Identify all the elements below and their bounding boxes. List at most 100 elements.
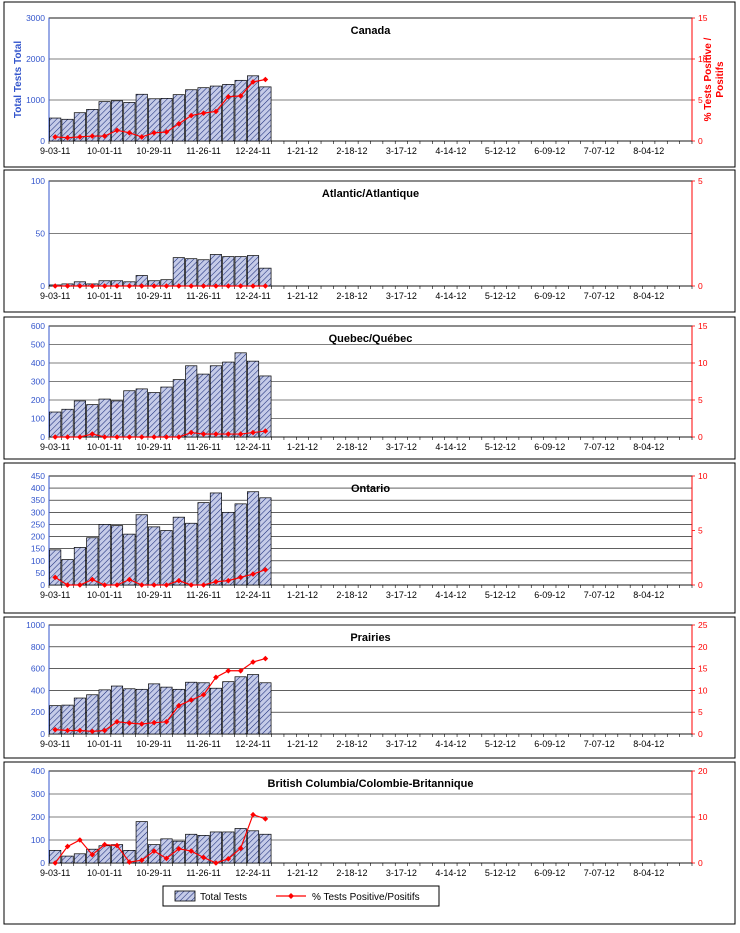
bar-total-tests — [246, 491, 260, 586]
bar-total-tests — [185, 681, 198, 735]
point-percent-positive — [77, 582, 83, 588]
point-percent-positive — [163, 283, 170, 289]
point-percent-positive — [64, 843, 71, 850]
y2-axis-title-line: % Tests Positive / — [703, 37, 714, 121]
point-percent-positive — [250, 283, 256, 289]
bar-total-tests — [172, 94, 185, 142]
y-axis-title: Total Tests Total — [13, 41, 24, 118]
bar-total-tests — [185, 365, 198, 438]
x-tick-label: 4-14-12 — [435, 739, 466, 749]
point-percent-positive — [89, 851, 96, 858]
y-tick-label: 300 — [31, 507, 45, 517]
y-tick-label: 400 — [31, 685, 45, 695]
x-tick-label: 5-12-12 — [485, 146, 516, 156]
point-percent-positive — [89, 431, 96, 437]
point-percent-positive — [64, 434, 71, 440]
y-tick-label: 0 — [40, 580, 45, 590]
point-percent-positive — [163, 855, 170, 862]
point-percent-positive — [89, 728, 96, 735]
legend-bar-swatch — [174, 890, 196, 902]
bar-total-tests — [222, 511, 235, 586]
bar-total-tests — [73, 697, 86, 735]
point-percent-positive — [138, 434, 145, 440]
point-percent-positive — [151, 719, 157, 726]
point-percent-positive — [114, 842, 120, 849]
y-tick-label: 200 — [31, 532, 45, 542]
y2-tick-label: 0 — [698, 858, 703, 868]
x-tick-label: 12-24-11 — [235, 291, 270, 301]
y-tick-label: 400 — [31, 766, 45, 776]
bar-total-tests — [148, 98, 161, 142]
y2-tick-label: 10 — [698, 685, 708, 695]
x-tick-label: 10-01-11 — [87, 739, 122, 749]
bar-total-tests — [246, 75, 260, 142]
x-tick-label: 10-01-11 — [87, 442, 122, 452]
x-tick-label: 6-09-12 — [534, 146, 565, 156]
y-tick-label: 0 — [40, 281, 45, 291]
point-percent-positive — [200, 691, 207, 698]
bar-total-tests — [110, 100, 124, 142]
x-tick-label: 11-26-11 — [186, 291, 221, 301]
x-tick-label: 2-18-12 — [336, 590, 367, 600]
point-percent-positive — [64, 582, 71, 588]
point-percent-positive — [77, 727, 83, 734]
x-tick-label: 10-29-11 — [136, 291, 171, 301]
point-percent-positive — [101, 727, 108, 734]
y-tick-label: 400 — [31, 358, 45, 368]
bar-total-tests — [123, 102, 136, 142]
y2-axis-title: % Tests Positive /Positifs — [703, 37, 726, 121]
point-percent-positive — [188, 848, 195, 854]
x-tick-label: 4-14-12 — [435, 868, 466, 878]
y2-tick-label: 0 — [698, 136, 703, 146]
x-tick-label: 1-21-12 — [287, 291, 318, 301]
y-tick-label: 50 — [36, 568, 46, 578]
point-percent-positive — [225, 93, 232, 100]
point-percent-positive — [89, 133, 96, 139]
point-percent-positive — [262, 76, 269, 83]
panel-title: Quebec/Québec — [329, 333, 413, 345]
y2-tick-label: 0 — [698, 580, 703, 590]
point-percent-positive — [250, 659, 256, 665]
y2-axis-title-line: Positifs — [715, 61, 726, 98]
x-tick-label: 7-07-12 — [584, 291, 615, 301]
bar-total-tests — [98, 398, 111, 438]
point-percent-positive — [176, 845, 182, 852]
x-tick-label: 2-18-12 — [336, 442, 367, 452]
legend-bar-label: Total Tests — [200, 892, 247, 903]
point-percent-positive — [213, 674, 219, 681]
point-percent-positive — [151, 848, 157, 854]
y-tick-label: 100 — [31, 176, 45, 186]
x-tick-label: 9-03-11 — [40, 590, 70, 600]
bar-total-tests — [110, 400, 124, 438]
x-tick-label: 9-03-11 — [40, 739, 70, 749]
x-tick-label: 5-12-12 — [485, 291, 516, 301]
x-tick-label: 12-24-11 — [235, 739, 270, 749]
bar-total-tests — [160, 530, 173, 586]
point-percent-positive — [237, 93, 244, 99]
bar-total-tests — [185, 522, 198, 586]
bar-total-tests — [185, 258, 198, 287]
x-tick-label: 9-03-11 — [40, 291, 70, 301]
point-percent-positive — [126, 720, 133, 726]
y2-tick-label: 25 — [698, 620, 708, 630]
y-tick-label: 1000 — [26, 620, 45, 630]
point-percent-positive — [138, 283, 145, 289]
bar-total-tests — [172, 688, 185, 735]
panel-title: Prairies — [350, 632, 390, 644]
point-percent-positive — [89, 283, 96, 289]
x-tick-label: 11-26-11 — [186, 590, 221, 600]
point-percent-positive — [262, 566, 269, 573]
bar-total-tests — [246, 674, 260, 735]
y-tick-label: 100 — [31, 556, 45, 566]
y-tick-label: 1000 — [26, 95, 45, 105]
bar-total-tests — [110, 685, 124, 735]
bar-total-tests — [160, 98, 173, 142]
chart-panel-1: 0 1000 2000 3000 0 5 10 15 9-03-11 10-01-11 10-29-… — [3, 1, 736, 168]
point-percent-positive — [250, 79, 256, 85]
point-percent-positive — [176, 702, 182, 709]
point-percent-positive — [262, 816, 269, 822]
legend-line-marker — [288, 893, 294, 899]
panel-title: British Columbia/Colombie-Britannique — [268, 778, 474, 790]
point-percent-positive — [188, 582, 195, 588]
